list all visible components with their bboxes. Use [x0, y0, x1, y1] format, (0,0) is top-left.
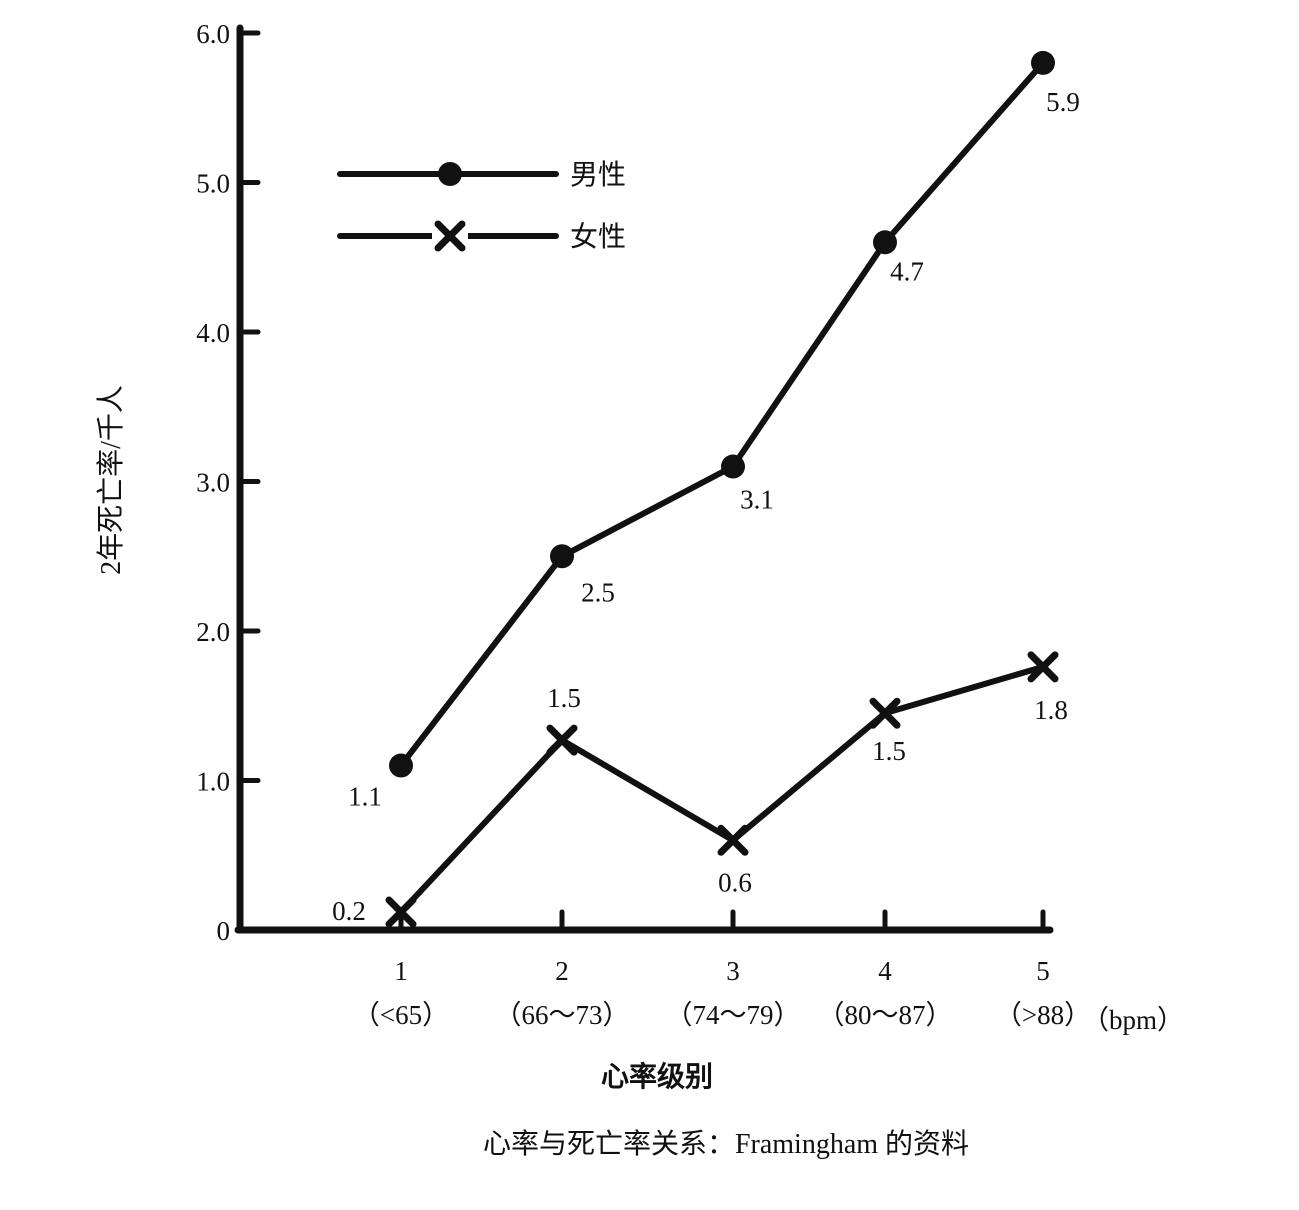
male-point [873, 230, 897, 255]
x-category-range: （74～79） [666, 1000, 801, 1030]
legend-marker-circle [438, 162, 462, 186]
y-axis-title: 2年死亡率/千人 [95, 385, 127, 575]
chart-title: 心率与死亡率关系：Framingham 的资料 [483, 1128, 969, 1160]
x-category-range: （66～73） [495, 1000, 630, 1030]
x-tick-label: 2 [555, 956, 569, 986]
female-data-label: 1.5 [547, 683, 581, 713]
male-point [389, 753, 413, 778]
female-point-stroke [434, 220, 466, 252]
male-data-label: 5.9 [1046, 87, 1080, 117]
female-data-label: 0.2 [332, 896, 366, 926]
female-point-stroke [546, 724, 578, 756]
female-point-stroke [1027, 651, 1059, 683]
legend-marker-x [434, 220, 466, 252]
male-data-label: 3.1 [740, 485, 774, 515]
male-point [1031, 50, 1055, 75]
female-point [385, 896, 417, 928]
y-tick-label: 5.0 [196, 169, 230, 199]
x-axis-unit: （bpm） [1082, 1005, 1184, 1035]
female-point [717, 824, 749, 856]
series-layer: 1.1 2.5 3.1 4.7 5.9 0.2 1.5 0.6 1.5 1.8 [332, 50, 1080, 928]
y-tick-label: 0 [217, 916, 231, 946]
female-point-stroke [869, 697, 901, 729]
legend-label: 男性 [570, 159, 626, 191]
y-tick-label: 1.0 [196, 767, 230, 797]
x-tick-label: 4 [878, 956, 892, 986]
x-category-range: （80～87） [818, 1000, 953, 1030]
y-tick-label: 3.0 [196, 468, 230, 498]
male-data-label: 2.5 [581, 577, 615, 607]
y-tick-label: 4.0 [196, 318, 230, 348]
male-series-line [398, 59, 1046, 769]
female-point [1027, 651, 1059, 683]
x-tick-label: 3 [726, 956, 740, 986]
legend-label: 女性 [570, 221, 626, 253]
female-data-label: 0.6 [718, 867, 752, 897]
x-category-range: （>88） [995, 1000, 1091, 1030]
female-data-label: 1.8 [1034, 695, 1068, 725]
x-tick-label: 1 [394, 956, 408, 986]
male-point [550, 544, 574, 569]
female-point-stroke [385, 896, 417, 928]
x-category-range: （<65） [353, 1000, 449, 1030]
y-tick-label: 6.0 [196, 19, 230, 49]
y-tick-label: 2.0 [196, 617, 230, 647]
male-point [721, 454, 745, 479]
male-data-label: 1.1 [348, 782, 382, 812]
y-ticks: 0 1.0 2.0 3.0 4.0 5.0 6.0 [196, 19, 261, 946]
female-point [869, 697, 901, 729]
male-data-label: 4.7 [890, 256, 924, 286]
female-data-label: 1.5 [872, 736, 906, 766]
x-ticks: 1 （<65） 2 （66～73） 3 （74～79） 4 （80～87） 5 （>88） [353, 909, 1091, 1030]
female-point [546, 724, 578, 756]
female-point-stroke [717, 824, 749, 856]
x-axis-title: 心率级别 [601, 1060, 713, 1093]
x-tick-label: 5 [1036, 956, 1050, 986]
